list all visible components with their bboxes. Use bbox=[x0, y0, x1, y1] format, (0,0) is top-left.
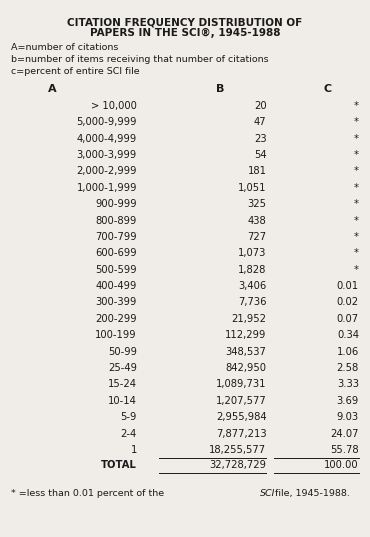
Text: 54: 54 bbox=[254, 150, 266, 160]
Text: 400-499: 400-499 bbox=[95, 281, 137, 291]
Text: 5,000-9,999: 5,000-9,999 bbox=[76, 117, 137, 127]
Text: 50-99: 50-99 bbox=[108, 347, 137, 357]
Text: 10-14: 10-14 bbox=[108, 396, 137, 406]
Text: A=number of citations: A=number of citations bbox=[11, 43, 118, 52]
Text: 18,255,577: 18,255,577 bbox=[209, 445, 266, 455]
Text: *: * bbox=[354, 150, 359, 160]
Text: 348,537: 348,537 bbox=[226, 347, 266, 357]
Text: 325: 325 bbox=[248, 199, 266, 209]
Text: 1,000-1,999: 1,000-1,999 bbox=[76, 183, 137, 193]
Text: 0.01: 0.01 bbox=[337, 281, 359, 291]
Text: 20: 20 bbox=[254, 101, 266, 111]
Text: 24.07: 24.07 bbox=[330, 429, 359, 439]
Text: 800-899: 800-899 bbox=[95, 215, 137, 226]
Text: *: * bbox=[354, 101, 359, 111]
Text: 600-699: 600-699 bbox=[95, 248, 137, 258]
Text: 3,000-3,999: 3,000-3,999 bbox=[77, 150, 137, 160]
Text: CITATION FREQUENCY DISTRIBUTION OF: CITATION FREQUENCY DISTRIBUTION OF bbox=[67, 17, 303, 27]
Text: *: * bbox=[354, 265, 359, 275]
Text: 55.78: 55.78 bbox=[330, 445, 359, 455]
Text: 842,950: 842,950 bbox=[225, 363, 266, 373]
Text: 9.03: 9.03 bbox=[337, 412, 359, 422]
Text: 1.06: 1.06 bbox=[337, 347, 359, 357]
Text: 181: 181 bbox=[248, 166, 266, 177]
Text: 727: 727 bbox=[247, 232, 266, 242]
Text: 25-49: 25-49 bbox=[108, 363, 137, 373]
Text: 2,000-2,999: 2,000-2,999 bbox=[76, 166, 137, 177]
Text: 100.00: 100.00 bbox=[324, 460, 359, 470]
Text: 1,207,577: 1,207,577 bbox=[216, 396, 266, 406]
Text: 3.33: 3.33 bbox=[337, 379, 359, 389]
Text: 3.69: 3.69 bbox=[337, 396, 359, 406]
Text: 1,073: 1,073 bbox=[238, 248, 266, 258]
Text: 4,000-4,999: 4,000-4,999 bbox=[77, 134, 137, 144]
Text: 1,089,731: 1,089,731 bbox=[216, 379, 266, 389]
Text: B: B bbox=[216, 84, 224, 94]
Text: *: * bbox=[354, 117, 359, 127]
Text: PAPERS IN THE SCI®, 1945-1988: PAPERS IN THE SCI®, 1945-1988 bbox=[90, 28, 280, 38]
Text: C: C bbox=[323, 84, 332, 94]
Text: 500-599: 500-599 bbox=[95, 265, 137, 275]
Text: 0.34: 0.34 bbox=[337, 330, 359, 340]
Text: 438: 438 bbox=[248, 215, 266, 226]
Text: 1: 1 bbox=[131, 445, 137, 455]
Text: 23: 23 bbox=[254, 134, 266, 144]
Text: * =less than 0.01 percent of the: * =less than 0.01 percent of the bbox=[11, 489, 167, 498]
Text: *: * bbox=[354, 134, 359, 144]
Text: 2-4: 2-4 bbox=[121, 429, 137, 439]
Text: *: * bbox=[354, 215, 359, 226]
Text: TOTAL: TOTAL bbox=[101, 460, 137, 470]
Text: 300-399: 300-399 bbox=[95, 297, 137, 308]
Text: 200-299: 200-299 bbox=[95, 314, 137, 324]
Text: 100-199: 100-199 bbox=[95, 330, 137, 340]
Text: 1,051: 1,051 bbox=[238, 183, 266, 193]
Text: 1,828: 1,828 bbox=[238, 265, 266, 275]
Text: > 10,000: > 10,000 bbox=[91, 101, 137, 111]
Text: * =less than 0.01 percent of the                                          file, : * =less than 0.01 percent of the file, bbox=[11, 489, 370, 498]
Text: 7,736: 7,736 bbox=[238, 297, 266, 308]
Text: 5-9: 5-9 bbox=[121, 412, 137, 422]
Text: 32,728,729: 32,728,729 bbox=[209, 460, 266, 470]
Text: 2.58: 2.58 bbox=[337, 363, 359, 373]
Text: 3,406: 3,406 bbox=[238, 281, 266, 291]
Text: 2,955,984: 2,955,984 bbox=[216, 412, 266, 422]
Text: *: * bbox=[354, 248, 359, 258]
Text: SCI: SCI bbox=[260, 489, 276, 498]
Text: 0.02: 0.02 bbox=[337, 297, 359, 308]
Text: b=number of items receiving that number of citations: b=number of items receiving that number … bbox=[11, 55, 269, 64]
Text: 47: 47 bbox=[254, 117, 266, 127]
Text: *: * bbox=[354, 199, 359, 209]
Text: 21,952: 21,952 bbox=[231, 314, 266, 324]
Text: 15-24: 15-24 bbox=[108, 379, 137, 389]
Text: file, 1945-1988.: file, 1945-1988. bbox=[272, 489, 350, 498]
Text: *: * bbox=[354, 166, 359, 177]
Text: c=percent of entire SCI file: c=percent of entire SCI file bbox=[11, 67, 140, 76]
Text: 7,877,213: 7,877,213 bbox=[216, 429, 266, 439]
Text: 900-999: 900-999 bbox=[95, 199, 137, 209]
Text: *: * bbox=[354, 183, 359, 193]
Text: 0.07: 0.07 bbox=[337, 314, 359, 324]
Text: 700-799: 700-799 bbox=[95, 232, 137, 242]
Text: A: A bbox=[47, 84, 56, 94]
Text: 112,299: 112,299 bbox=[225, 330, 266, 340]
Text: *: * bbox=[354, 232, 359, 242]
